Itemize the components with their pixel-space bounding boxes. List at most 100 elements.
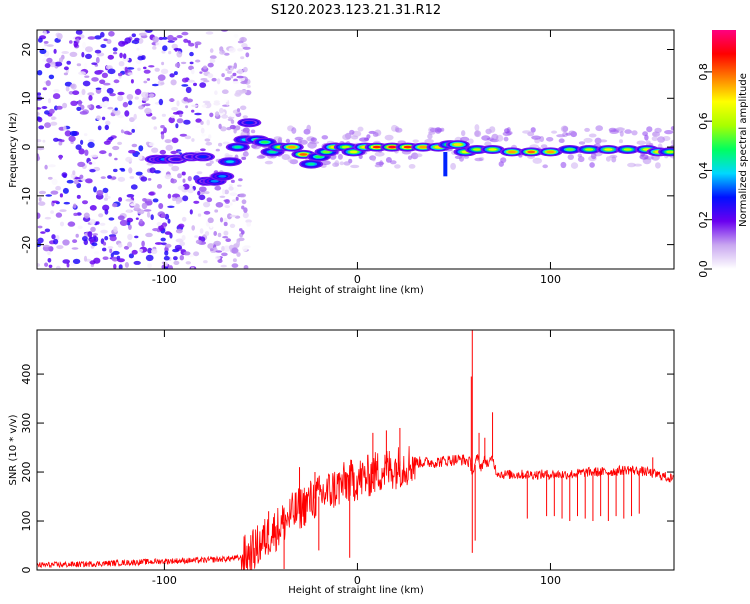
noise-blob bbox=[198, 213, 201, 216]
noise-blob bbox=[175, 123, 178, 128]
noise-blob bbox=[221, 265, 227, 268]
ridge-layer bbox=[307, 163, 315, 166]
ridge-layer bbox=[419, 146, 427, 149]
noise-blob bbox=[78, 100, 82, 106]
noise-blob bbox=[234, 34, 239, 38]
noise-blob bbox=[147, 263, 152, 268]
y-tick-label: 0 bbox=[20, 567, 33, 574]
noise-blob bbox=[143, 67, 147, 70]
noise-blob bbox=[53, 93, 60, 99]
noise-blob bbox=[38, 238, 44, 244]
noise-blob bbox=[103, 188, 109, 193]
noise-blob bbox=[188, 176, 192, 181]
noise-blob bbox=[186, 261, 191, 264]
noise-blob bbox=[129, 176, 134, 179]
noise-blob bbox=[182, 195, 188, 201]
noise-blob bbox=[78, 71, 86, 75]
y-tick-label: -10 bbox=[20, 187, 33, 205]
noise-blob bbox=[93, 258, 100, 264]
noise-blob bbox=[131, 184, 138, 189]
noise-blob bbox=[56, 212, 62, 217]
noise-blob bbox=[203, 80, 209, 82]
noise-blob bbox=[45, 217, 51, 220]
noise-blob bbox=[118, 177, 125, 182]
noise-blob bbox=[203, 260, 208, 263]
noise-blob bbox=[113, 264, 116, 269]
haze-blob bbox=[332, 162, 339, 167]
noise-blob bbox=[161, 238, 166, 242]
noise-blob bbox=[124, 37, 131, 43]
haze-blob bbox=[609, 155, 617, 158]
noise-blob bbox=[234, 62, 237, 68]
ridge-point bbox=[191, 152, 215, 161]
noise-blob bbox=[236, 241, 240, 247]
noise-blob bbox=[48, 258, 52, 263]
noise-blob bbox=[171, 79, 177, 85]
noise-blob bbox=[70, 84, 75, 88]
noise-blob bbox=[222, 89, 229, 94]
noise-blob bbox=[205, 138, 211, 141]
ridge-layer bbox=[299, 153, 307, 156]
snr-x-label: Height of straight line (km) bbox=[288, 585, 424, 596]
ridge-layer bbox=[527, 151, 535, 154]
noise-blob bbox=[125, 199, 132, 202]
noise-blob bbox=[237, 48, 243, 51]
snr-spikes bbox=[269, 330, 653, 569]
noise-blob bbox=[102, 73, 108, 78]
noise-blob bbox=[197, 191, 200, 196]
noise-blob bbox=[161, 134, 164, 140]
haze-blob bbox=[561, 125, 568, 132]
noise-blob bbox=[197, 171, 203, 174]
noise-blob bbox=[142, 203, 148, 209]
snr-panel: -100 0 100 0100200300400 Height of straigh… bbox=[8, 330, 674, 596]
noise-blob bbox=[85, 46, 93, 52]
noise-blob bbox=[101, 176, 106, 179]
ridge-layer bbox=[585, 148, 593, 151]
noise-blob bbox=[73, 213, 78, 216]
ridge-layer bbox=[172, 158, 180, 161]
noise-blob bbox=[91, 77, 99, 82]
noise-blob bbox=[44, 41, 49, 44]
noise-blob bbox=[100, 230, 108, 234]
haze-blob bbox=[299, 140, 307, 145]
haze-blob bbox=[257, 155, 265, 159]
noise-blob bbox=[230, 202, 233, 206]
noise-blob bbox=[62, 259, 70, 264]
noise-blob bbox=[114, 79, 120, 83]
noise-blob bbox=[64, 66, 69, 70]
noise-blob bbox=[105, 121, 110, 126]
noise-blob bbox=[214, 209, 218, 212]
noise-blob bbox=[89, 169, 95, 172]
noise-blob bbox=[134, 261, 141, 265]
noise-blob bbox=[242, 246, 248, 251]
haze-blob bbox=[639, 154, 648, 160]
haze-blob bbox=[372, 157, 376, 162]
noise-blob bbox=[221, 246, 225, 251]
y-tick-label: 10 bbox=[20, 91, 33, 105]
ridge-layer bbox=[454, 143, 462, 146]
noise-blob bbox=[239, 90, 247, 94]
x-tick-label: -100 bbox=[152, 574, 177, 587]
haze-blob bbox=[349, 130, 354, 135]
noise-blob bbox=[169, 265, 173, 271]
noise-blob bbox=[49, 75, 54, 80]
noise-blob bbox=[63, 126, 66, 131]
haze-blob bbox=[634, 164, 642, 167]
noise-blob bbox=[72, 239, 77, 243]
noise-blob bbox=[193, 83, 197, 86]
noise-blob bbox=[210, 161, 214, 164]
noise-blob bbox=[176, 229, 183, 234]
noise-blob bbox=[139, 249, 143, 252]
noise-blob bbox=[237, 108, 240, 112]
noise-blob bbox=[85, 54, 92, 59]
noise-blob bbox=[201, 34, 206, 37]
y-tick-label: 0 bbox=[20, 144, 33, 151]
noise-blob bbox=[158, 203, 163, 209]
noise-blob bbox=[181, 32, 188, 36]
noise-blob bbox=[210, 248, 214, 251]
noise-blob bbox=[102, 248, 106, 252]
noise-blob bbox=[80, 111, 88, 115]
haze-blob bbox=[522, 130, 531, 134]
y-tick-label: 300 bbox=[20, 413, 33, 434]
